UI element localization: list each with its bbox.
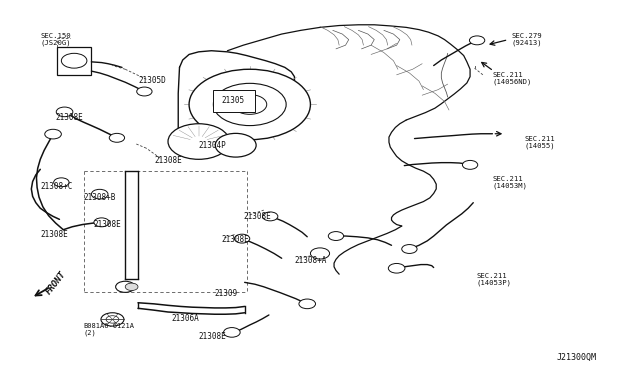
Text: FRONT: FRONT (44, 270, 68, 296)
Circle shape (61, 53, 87, 68)
Text: J21300QM: J21300QM (556, 353, 596, 362)
Text: 21306A: 21306A (172, 314, 200, 323)
Circle shape (469, 36, 484, 45)
Text: 21309: 21309 (214, 289, 237, 298)
Circle shape (92, 189, 108, 199)
Text: 21305: 21305 (221, 96, 244, 105)
Circle shape (189, 69, 310, 140)
Text: SEC.279
(92413): SEC.279 (92413) (511, 33, 542, 46)
Circle shape (388, 263, 405, 273)
Circle shape (125, 283, 138, 291)
Circle shape (56, 107, 73, 117)
Text: SEC.211
(14055): SEC.211 (14055) (524, 135, 555, 149)
Text: 21308E: 21308E (243, 212, 271, 221)
Circle shape (213, 83, 286, 126)
Circle shape (94, 218, 109, 227)
Text: 21308+B: 21308+B (84, 193, 116, 202)
Circle shape (234, 234, 250, 243)
Text: 21308E: 21308E (154, 155, 182, 164)
Text: 21305D: 21305D (138, 76, 166, 85)
Text: 21308E: 21308E (93, 221, 121, 230)
Text: SEC.150
(JS20G): SEC.150 (JS20G) (40, 33, 71, 46)
Bar (57, 47, 92, 75)
Circle shape (101, 313, 124, 326)
Circle shape (310, 248, 330, 259)
Circle shape (402, 244, 417, 253)
Circle shape (328, 232, 344, 240)
Circle shape (463, 160, 477, 169)
Circle shape (223, 328, 240, 337)
Circle shape (299, 299, 316, 309)
Circle shape (106, 316, 119, 323)
Circle shape (45, 129, 61, 139)
Circle shape (137, 87, 152, 96)
Circle shape (109, 134, 125, 142)
Circle shape (233, 94, 267, 114)
Text: 21308+A: 21308+A (294, 256, 327, 264)
Circle shape (168, 124, 229, 159)
Text: 21308E: 21308E (221, 235, 249, 244)
Circle shape (116, 281, 135, 292)
Text: 21304P: 21304P (198, 141, 227, 151)
Text: SEC.211
(14056ND): SEC.211 (14056ND) (492, 72, 532, 85)
Circle shape (215, 134, 256, 157)
Text: B081A6-6121A
(2): B081A6-6121A (2) (84, 323, 134, 336)
Text: 21308E: 21308E (198, 332, 227, 341)
Text: SEC.211
(14053M): SEC.211 (14053M) (492, 176, 527, 189)
Text: 21308+C: 21308+C (40, 182, 73, 190)
Text: 21308E: 21308E (40, 230, 68, 239)
Text: SEC.211
(14053P): SEC.211 (14053P) (476, 273, 511, 286)
Circle shape (54, 178, 69, 187)
Circle shape (262, 212, 278, 221)
Text: 21308E: 21308E (55, 113, 83, 122)
Bar (213, 90, 255, 112)
